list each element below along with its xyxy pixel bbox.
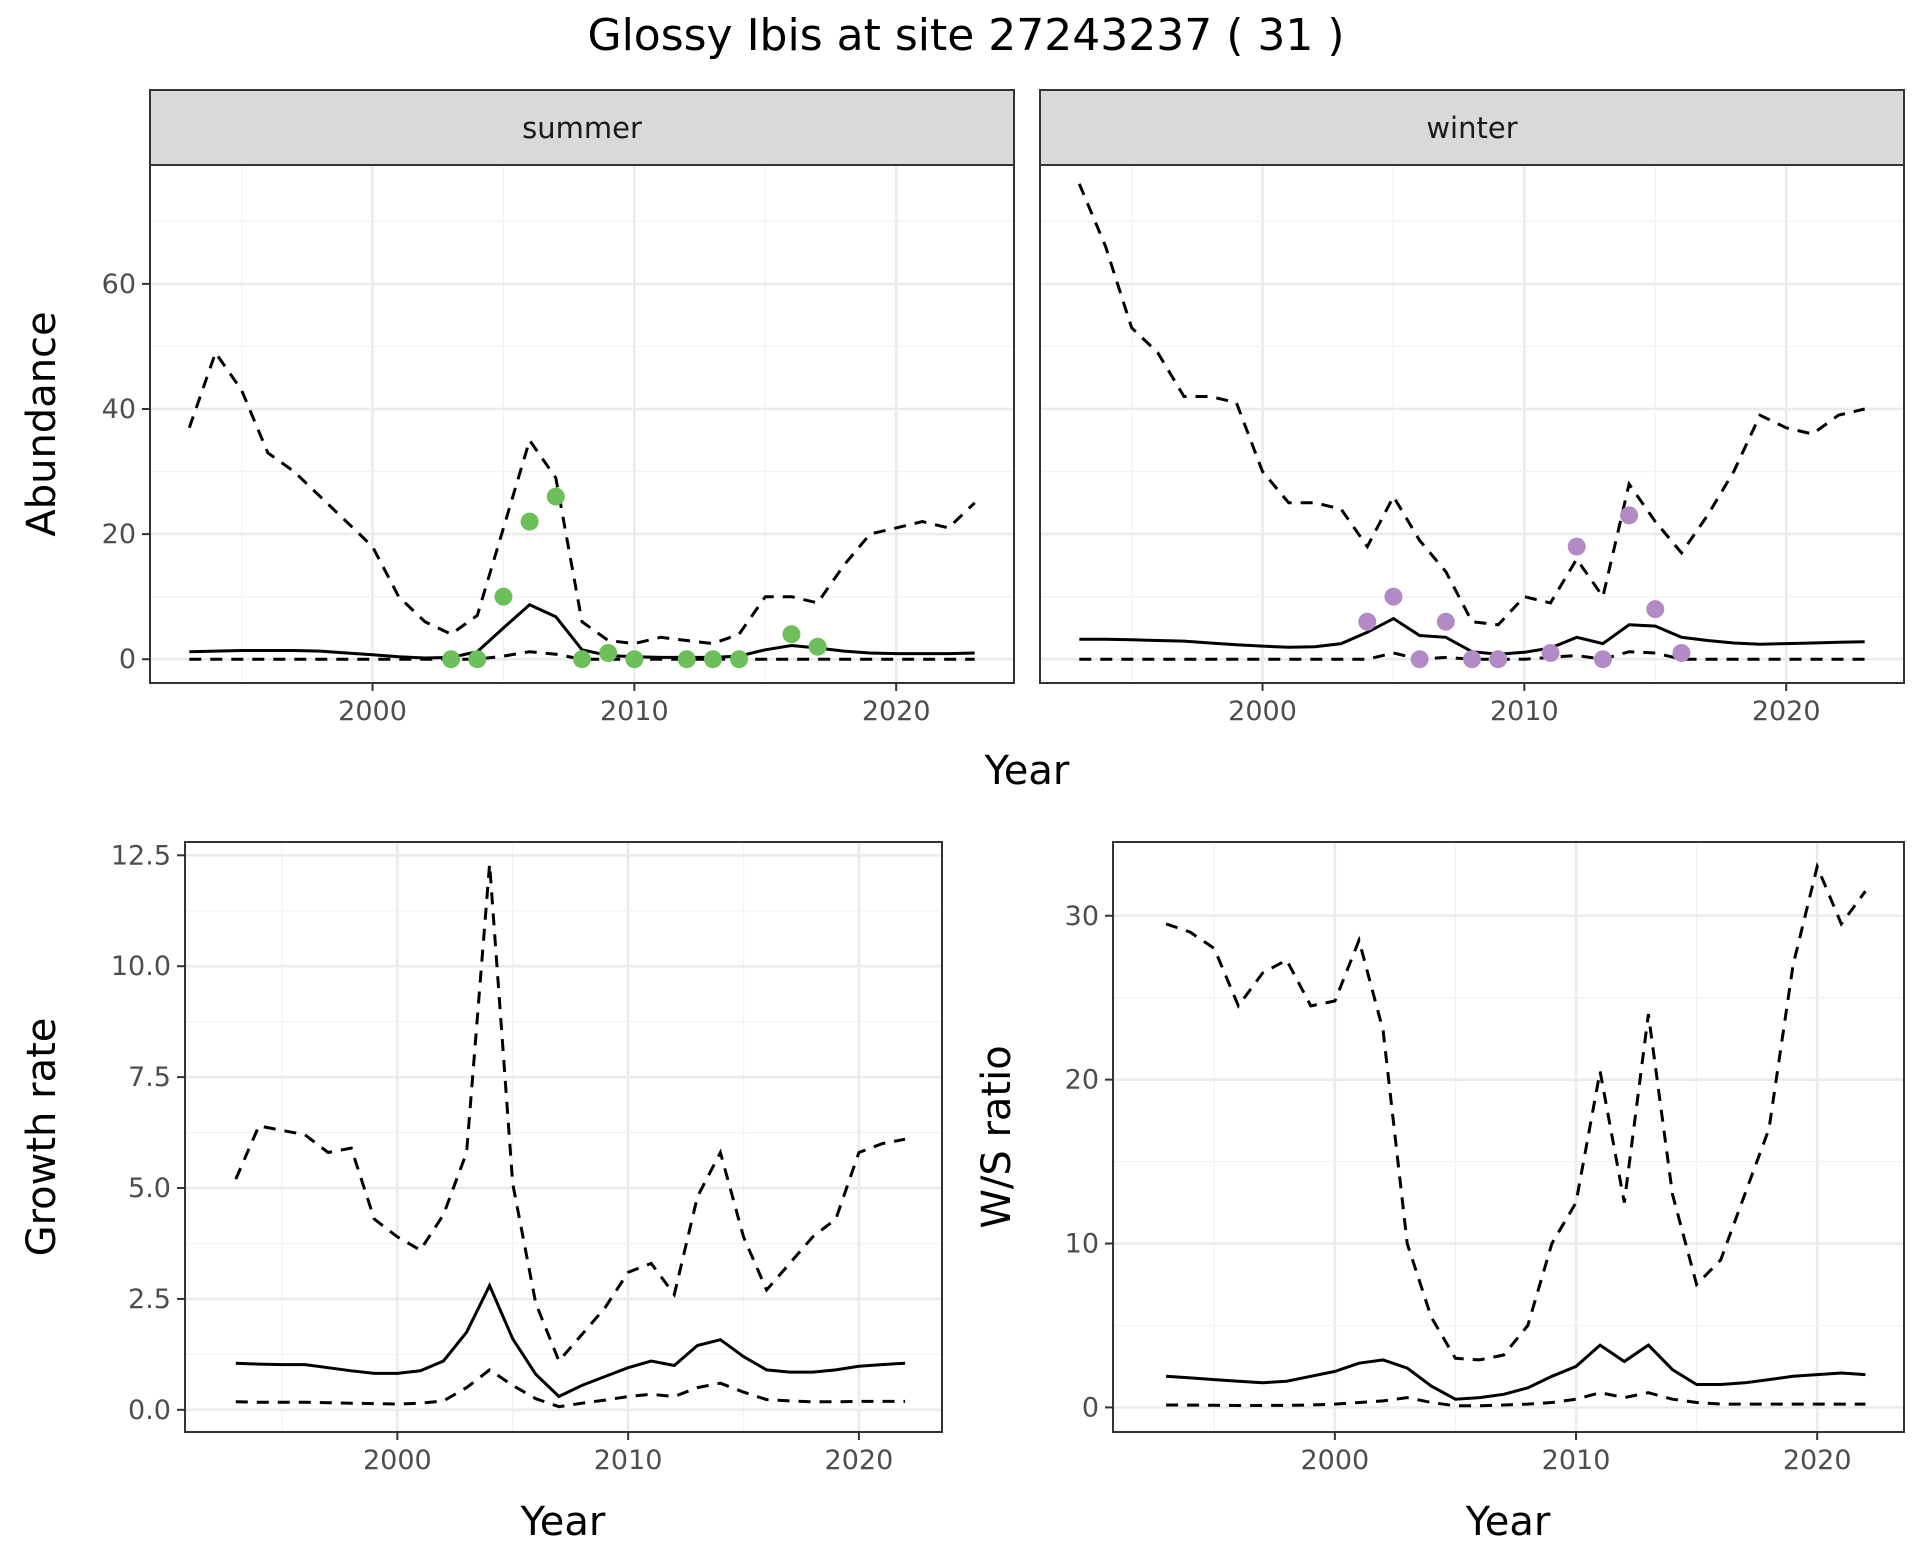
observed-point: [573, 650, 591, 669]
observed-point: [520, 512, 539, 531]
x-tick-label: 2020: [1752, 696, 1821, 727]
abundance-x-axis-title: Year: [984, 748, 1070, 794]
observed-point: [1567, 537, 1586, 556]
observed-point: [1384, 587, 1403, 606]
median-line: [189, 603, 975, 660]
observed-point: [1436, 612, 1455, 631]
abundance-y-axis-title: Abundance: [19, 311, 65, 536]
lower-bound-line: [235, 1368, 906, 1409]
observed-point: [442, 650, 461, 669]
x-tick-label: 2000: [1301, 1445, 1370, 1476]
facet-strip-winter: [1039, 89, 1905, 166]
x-tick-label: 2010: [1490, 696, 1559, 727]
observed-point: [1646, 600, 1665, 619]
observed-point: [1593, 650, 1612, 669]
ws-ratio-x-axis-title: Year: [1465, 1499, 1551, 1545]
x-tick-label: 2000: [363, 1445, 432, 1476]
facet-strip-summer: [149, 89, 1015, 166]
x-tick-label: 2000: [1228, 696, 1297, 727]
x-tick-label: 2020: [825, 1445, 894, 1476]
y-tick-label: 0: [119, 644, 136, 675]
observed-point: [1672, 643, 1691, 662]
y-tick-label: 10.0: [111, 951, 171, 982]
observed-point: [1541, 643, 1560, 662]
median-line: [1166, 1343, 1866, 1401]
y-tick-label: 0.0: [128, 1395, 171, 1426]
y-tick-label: 0: [1082, 1392, 1099, 1423]
ws-ratio-panel: 0 10 20 30 2000 2010 2020: [1065, 841, 1905, 1476]
observed-point: [1489, 650, 1508, 669]
upper-bound-line: [1077, 183, 1866, 627]
growth-y-axis-title: Growth rate: [19, 1018, 65, 1257]
abundance-winter-panel: winter 2000 2010 2020: [1039, 89, 1905, 727]
x-tick-label: 2010: [1542, 1445, 1611, 1476]
growth-x-axis-title: Year: [520, 1499, 606, 1545]
upper-bound-line: [234, 864, 906, 1364]
y-tick-label: 20: [1065, 1065, 1099, 1096]
facet-label-summer: summer: [522, 111, 642, 145]
chart-title: Glossy Ibis at site 27243237 ( 31 ): [587, 10, 1344, 61]
abundance-summer-panel: summer 0 20 40 60 2000 2010 2020: [102, 89, 1015, 727]
lower-bound-line: [189, 650, 975, 661]
observed-point: [703, 650, 722, 669]
y-tick-label: 10: [1065, 1229, 1099, 1260]
observed-point: [625, 650, 644, 669]
facet-label-winter: winter: [1426, 111, 1517, 145]
observed-point: [599, 643, 618, 662]
lower-bound-line: [1079, 650, 1865, 661]
observed-point: [1620, 506, 1639, 525]
observed-point: [677, 650, 696, 669]
y-tick-label: 5.0: [128, 1173, 171, 1204]
y-tick-label: 60: [102, 269, 136, 300]
observed-point: [546, 487, 565, 506]
observed-point: [730, 650, 749, 669]
upper-bound-line: [187, 349, 976, 646]
median-line: [235, 1282, 906, 1399]
x-tick-label: 2020: [862, 696, 931, 727]
observed-point: [468, 650, 487, 669]
ws-ratio-y-axis-title: W/S ratio: [974, 1045, 1020, 1228]
observed-point: [1463, 650, 1481, 669]
y-tick-label: 20: [102, 519, 136, 550]
x-tick-label: 2000: [338, 696, 407, 727]
observed-point: [782, 625, 801, 644]
observed-point: [1358, 612, 1377, 631]
observed-point: [494, 587, 513, 606]
y-tick-label: 7.5: [128, 1062, 171, 1093]
observed-point: [808, 637, 827, 656]
observed-point: [1410, 650, 1429, 669]
y-tick-label: 12.5: [111, 840, 171, 871]
upper-bound-line: [1165, 861, 1867, 1362]
y-tick-label: 40: [102, 394, 136, 425]
lower-bound-line: [1166, 1391, 1866, 1408]
x-tick-label: 2010: [600, 696, 669, 727]
y-tick-label: 30: [1065, 901, 1099, 932]
x-tick-label: 2010: [594, 1445, 663, 1476]
y-tick-label: 2.5: [128, 1284, 171, 1315]
growth-rate-panel: 0.0 2.5 5.0 7.5 10.0 12.5 2000 2010 2020: [111, 840, 943, 1476]
x-tick-label: 2020: [1783, 1445, 1852, 1476]
